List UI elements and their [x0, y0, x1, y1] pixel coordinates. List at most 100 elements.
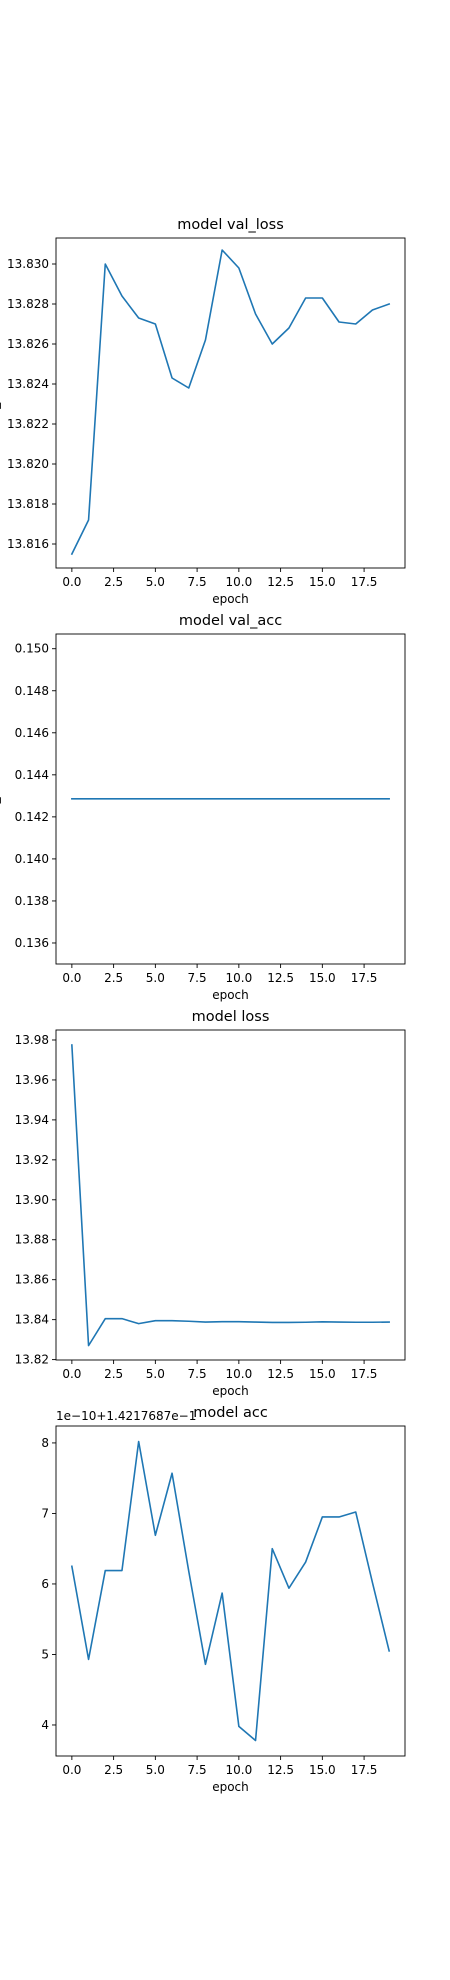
val-loss-x-axis-label: epoch: [212, 592, 249, 606]
acc-y-tick-label: 5: [41, 1647, 49, 1661]
loss-y-tick-label: 13.82: [15, 1353, 49, 1367]
val-acc-data-point: [221, 798, 223, 800]
val-loss-data-point: [104, 263, 106, 265]
val-acc-x-tick-label: 5.0: [146, 971, 165, 985]
loss-x-tick-label: 10.0: [225, 1367, 252, 1381]
acc-x-tick-label: 10.0: [225, 1763, 252, 1777]
acc-data-point: [121, 1570, 123, 1572]
val-acc-data-point: [155, 798, 157, 800]
acc-x-tick-label: 7.5: [188, 1763, 207, 1777]
val-acc-data-point: [104, 798, 106, 800]
val-loss-x-tick-label: 15.0: [309, 575, 336, 589]
val-acc-data-point: [255, 798, 257, 800]
loss-data-point: [255, 1321, 257, 1323]
loss-y-tick-label: 13.96: [15, 1073, 49, 1087]
loss-data-point: [372, 1321, 374, 1323]
val-loss-data-point: [171, 377, 173, 379]
val-loss-data-point: [121, 295, 123, 297]
val-acc-data-point: [238, 798, 240, 800]
val-acc-plot-frame: [55, 633, 406, 965]
val-acc-x-axis-label: epoch: [212, 988, 249, 1002]
val-loss-x-tick-label: 2.5: [104, 575, 123, 589]
loss-data-point: [104, 1318, 106, 1320]
acc-data-point: [355, 1511, 357, 1513]
acc-data-point: [138, 1441, 140, 1443]
val-acc-x-tick-label: 12.5: [267, 971, 294, 985]
val-acc-y-tick-label: 0.136: [15, 936, 49, 950]
val-loss-data-point: [288, 327, 290, 329]
val-loss-data-point: [355, 323, 357, 325]
val-loss-data-point: [305, 297, 307, 299]
val-loss-x-tick-label: 12.5: [267, 575, 294, 589]
val-acc-data-point: [372, 798, 374, 800]
loss-y-tick-label: 13.94: [15, 1113, 49, 1127]
val-loss-data-point: [388, 303, 390, 305]
val-acc-data-point: [121, 798, 123, 800]
val-loss-x-tick-label: 7.5: [188, 575, 207, 589]
val-acc-y-axis-label: val_acc: [0, 777, 1, 821]
acc-data-point: [71, 1566, 73, 1568]
acc-data-point: [271, 1548, 273, 1550]
loss-y-tick-label: 13.98: [15, 1033, 49, 1047]
loss-data-point: [355, 1321, 357, 1323]
val-acc-data-point: [305, 798, 307, 800]
loss-y-tick-label: 13.86: [15, 1273, 49, 1287]
chart-panel-val-loss: model val_loss 0.0 2.5 5.0 7.5 10.0 12.5 15.0 17…: [0, 217, 406, 606]
chart-panel-val-acc: model val_acc 0.0 2.5 5.0 7.5 10.0 12.5 15.0 17.…: [0, 613, 406, 1002]
val-loss-data-point: [88, 519, 90, 521]
val-loss-x-tick-label: 10.0: [225, 575, 252, 589]
acc-data-point: [388, 1650, 390, 1652]
val-acc-data-point: [271, 798, 273, 800]
val-loss-data-point: [205, 339, 207, 341]
val-acc-y-tick-label: 0.138: [15, 894, 49, 908]
val-loss-data-point: [338, 321, 340, 323]
acc-y-tick-label: 8: [41, 1436, 49, 1450]
val-loss-data-point: [71, 553, 73, 555]
val-loss-y-tick-label: 13.826: [7, 337, 49, 351]
val-loss-data-point: [155, 323, 157, 325]
loss-y-tick-label: 13.88: [15, 1233, 49, 1247]
acc-x-tick-label: 12.5: [267, 1763, 294, 1777]
loss-data-point: [138, 1323, 140, 1325]
loss-x-axis-label: epoch: [212, 1384, 249, 1398]
loss-y-tick-label: 13.92: [15, 1153, 49, 1167]
acc-data-point: [372, 1582, 374, 1584]
acc-plot-frame: [55, 1425, 406, 1757]
acc-x-tick-label: 5.0: [146, 1763, 165, 1777]
loss-data-point: [221, 1321, 223, 1323]
val-acc-y-tick-label: 0.146: [15, 726, 49, 740]
acc-chart-title: model acc: [193, 1405, 268, 1421]
val-loss-x-tick-label: 17.5: [351, 575, 378, 589]
loss-data-point: [338, 1321, 340, 1323]
val-loss-y-tick-label: 13.824: [7, 377, 49, 391]
acc-x-tick-label: 0.0: [62, 1763, 81, 1777]
val-loss-data-point: [372, 309, 374, 311]
acc-x-axis-label: epoch: [212, 1780, 249, 1794]
loss-data-point: [238, 1321, 240, 1323]
val-acc-data-point: [171, 798, 173, 800]
val-loss-x-tick-label: 0.0: [62, 575, 81, 589]
acc-series-line: [70, 1440, 391, 1742]
acc-data-point: [305, 1561, 307, 1563]
chart-panel-loss: model loss 0.0 2.5 5.0 7.5 10.0 12.5 15.0 17.5 13…: [0, 1009, 406, 1398]
val-loss-y-tick-label: 13.828: [7, 297, 49, 311]
val-acc-y-tick-label: 0.142: [15, 810, 49, 824]
val-acc-x-tick-label: 15.0: [309, 971, 336, 985]
val-loss-data-point: [138, 317, 140, 319]
val-loss-series-line: [70, 249, 391, 556]
acc-data-point: [238, 1726, 240, 1728]
acc-y-tick-label: 7: [41, 1506, 49, 1520]
val-acc-data-point: [138, 798, 140, 800]
acc-y-axis-label: acc: [0, 1581, 1, 1602]
acc-data-point: [155, 1534, 157, 1536]
val-loss-y-axis-label: val_loss: [0, 380, 1, 427]
loss-data-point: [271, 1322, 273, 1324]
loss-data-point: [121, 1318, 123, 1320]
loss-data-point: [322, 1321, 324, 1323]
loss-x-tick-label: 17.5: [351, 1367, 378, 1381]
val-loss-y-tick-label: 13.822: [7, 417, 49, 431]
val-acc-x-tick-label: 7.5: [188, 971, 207, 985]
val-loss-y-tick-label: 13.816: [7, 537, 49, 551]
loss-x-tick-label: 15.0: [309, 1367, 336, 1381]
val-acc-x-tick-label: 10.0: [225, 971, 252, 985]
